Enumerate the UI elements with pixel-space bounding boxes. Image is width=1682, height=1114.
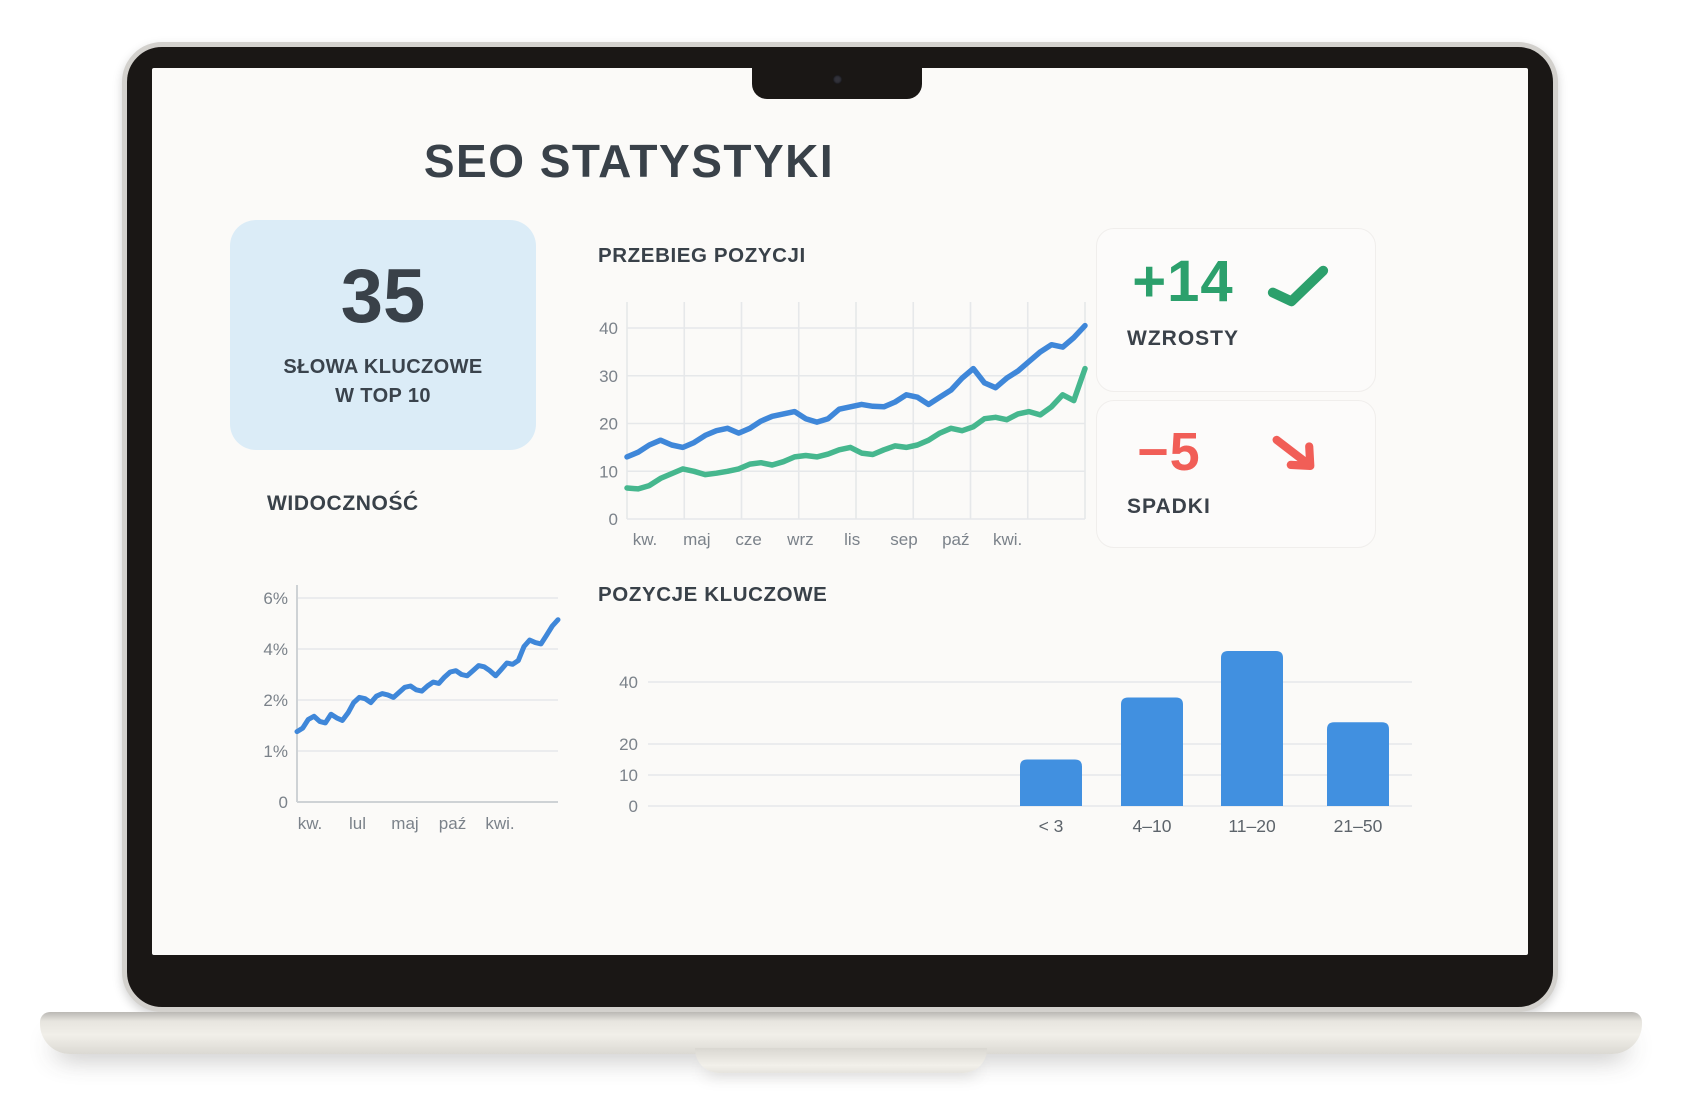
svg-text:sep: sep — [890, 530, 917, 549]
key-positions-chart: 0 10 20 40 < 3 4–10 11–20 21–50 — [619, 651, 1412, 836]
svg-text:paź: paź — [942, 530, 969, 549]
svg-text:maj: maj — [683, 530, 710, 549]
svg-text:20: 20 — [599, 415, 618, 434]
svg-text:kw.: kw. — [298, 814, 323, 833]
top10-keywords-card: 35 SŁOWA KLUCZOWE W TOP 10 — [230, 220, 536, 450]
decreases-card: −5 SPADKI — [1096, 400, 1376, 548]
page-title: SEO STATYSTYKI — [423, 135, 835, 187]
decreases-label: SPADKI — [1127, 495, 1211, 518]
arrow-down-right-icon — [1269, 431, 1319, 482]
keywords-label-line2: W TOP 10 — [335, 385, 431, 407]
base-groove — [695, 1048, 987, 1073]
svg-text:0: 0 — [609, 510, 618, 529]
svg-text:kwi.: kwi. — [993, 530, 1022, 549]
svg-text:maj: maj — [391, 814, 418, 833]
positions-trend-chart: 0 10 20 30 40 kw. maj cze wrz lis sep paź kwi. — [599, 302, 1088, 549]
svg-text:10: 10 — [599, 462, 618, 481]
svg-text:lul: lul — [349, 814, 366, 833]
visibility-title: WIDOCZNOŚĆ — [267, 492, 419, 515]
keywords-count-label: SŁOWA KLUCZOWE W TOP 10 — [283, 353, 482, 411]
svg-text:20: 20 — [619, 735, 638, 754]
key-positions-title: POZYCJE KLUCZOWE — [598, 583, 828, 606]
svg-text:wrz: wrz — [786, 530, 813, 549]
svg-text:6%: 6% — [263, 589, 288, 608]
svg-text:40: 40 — [599, 319, 618, 338]
svg-text:< 3: < 3 — [1039, 816, 1064, 836]
visibility-chart: 0 1% 2% 4% 6% kw. lul maj paź kwi. — [263, 585, 561, 833]
svg-text:0: 0 — [629, 797, 638, 816]
increases-value: +14 — [1132, 249, 1234, 314]
camera-dot — [833, 75, 842, 84]
svg-text:2%: 2% — [263, 691, 288, 710]
keywords-count-value: 35 — [340, 254, 426, 339]
camera-notch — [752, 68, 922, 99]
positions-trend-title: PRZEBIEG POZYCJI — [598, 244, 806, 267]
svg-text:lis: lis — [844, 530, 860, 549]
svg-text:paź: paź — [439, 814, 466, 833]
svg-text:1%: 1% — [263, 742, 288, 761]
svg-text:kw.: kw. — [633, 530, 658, 549]
increases-card: +14 WZROSTY — [1096, 228, 1376, 392]
svg-text:11–20: 11–20 — [1228, 816, 1276, 836]
svg-text:40: 40 — [619, 673, 638, 692]
svg-text:4%: 4% — [263, 640, 288, 659]
svg-text:10: 10 — [619, 766, 638, 785]
svg-text:kwi.: kwi. — [485, 814, 514, 833]
laptop-base — [40, 1012, 1642, 1054]
keywords-label-line1: SŁOWA KLUCZOWE — [283, 356, 483, 378]
svg-text:4–10: 4–10 — [1133, 816, 1172, 836]
decreases-value: −5 — [1137, 422, 1201, 482]
svg-text:cze: cze — [735, 530, 761, 549]
trend-up-icon — [1267, 263, 1329, 314]
svg-text:0: 0 — [279, 793, 288, 812]
svg-text:30: 30 — [599, 367, 618, 386]
svg-text:21–50: 21–50 — [1334, 816, 1383, 836]
increases-label: WZROSTY — [1127, 327, 1239, 350]
